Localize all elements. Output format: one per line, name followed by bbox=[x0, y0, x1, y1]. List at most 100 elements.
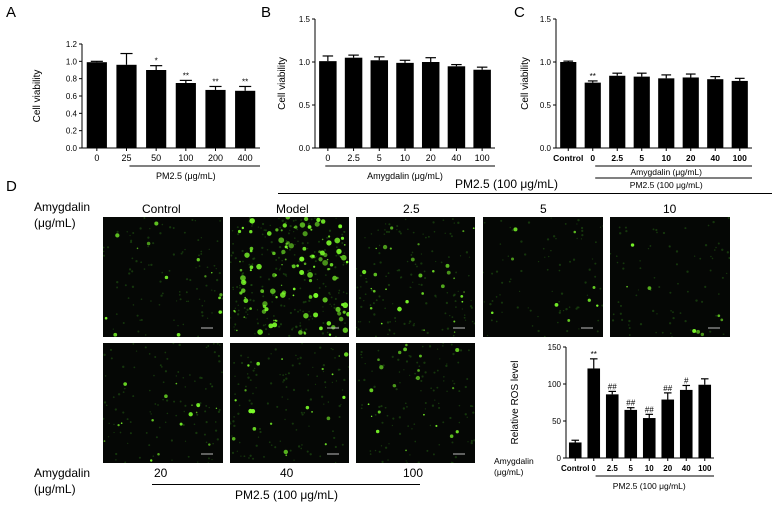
dim-speck bbox=[288, 297, 290, 300]
dim-speck bbox=[213, 289, 216, 292]
dim-speck bbox=[305, 328, 308, 331]
x-axis-label: Amygdalin (μg/mL) bbox=[367, 171, 443, 181]
dim-speck bbox=[546, 238, 550, 241]
fluorescent-speck bbox=[367, 403, 370, 406]
x-tick-label: 10 bbox=[400, 153, 410, 163]
bar bbox=[587, 368, 601, 458]
dim-speck bbox=[337, 326, 340, 328]
fluorescent-speck bbox=[164, 275, 169, 280]
fluorescent-speck bbox=[341, 303, 344, 307]
x-tick-label: 100 bbox=[475, 153, 490, 163]
fluorescent-speck bbox=[432, 270, 435, 273]
dim-speck bbox=[289, 449, 292, 452]
fluorescent-speck bbox=[340, 236, 345, 240]
dim-speck bbox=[347, 366, 349, 368]
dim-speck bbox=[211, 289, 213, 291]
fluorescent-speck bbox=[307, 272, 313, 278]
dim-speck bbox=[373, 385, 376, 389]
dim-speck bbox=[124, 284, 127, 287]
dim-speck bbox=[378, 295, 381, 298]
dim-speck bbox=[399, 277, 402, 279]
fluorescent-speck bbox=[273, 319, 275, 322]
fluorescent-speck bbox=[305, 405, 310, 410]
fluorescent-speck bbox=[313, 293, 319, 299]
x-tick-label: 0 bbox=[94, 153, 99, 163]
dim-speck bbox=[404, 218, 407, 221]
dim-speck bbox=[428, 345, 432, 348]
dim-speck bbox=[684, 227, 687, 230]
dim-speck bbox=[516, 306, 519, 309]
dim-speck bbox=[193, 423, 196, 426]
dim-speck bbox=[655, 331, 657, 334]
fluorescent-speck bbox=[313, 265, 316, 268]
dim-speck bbox=[129, 432, 132, 435]
dim-speck bbox=[233, 416, 235, 418]
dim-speck bbox=[199, 376, 202, 379]
dim-speck bbox=[451, 218, 454, 220]
fluorescent-speck bbox=[268, 323, 274, 329]
dim-speck bbox=[451, 441, 454, 444]
fluorescent-speck bbox=[308, 278, 313, 283]
dim-speck bbox=[543, 335, 546, 337]
dim-speck bbox=[398, 371, 401, 373]
fluorescent-speck bbox=[117, 423, 120, 427]
x-tick-label: 2.5 bbox=[347, 153, 360, 163]
dim-speck bbox=[292, 327, 294, 329]
dim-speck bbox=[548, 255, 550, 258]
y-tick-label: 150 bbox=[548, 343, 562, 352]
dim-speck bbox=[148, 264, 150, 266]
dim-speck bbox=[342, 291, 345, 294]
dim-speck bbox=[453, 293, 456, 296]
dim-speck bbox=[128, 268, 132, 271]
chart-c-cell-viability-combined: 0.0 0.5 1.0 1.5 Cell viability Control ** 0 2.5 5… bbox=[520, 15, 752, 190]
dim-speck bbox=[298, 362, 301, 365]
dim-speck bbox=[341, 389, 344, 391]
dim-speck bbox=[314, 383, 317, 386]
dim-speck bbox=[289, 311, 292, 315]
dim-speck bbox=[293, 308, 296, 311]
fluorescent-speck bbox=[269, 422, 273, 425]
significance-mark: ** bbox=[242, 77, 248, 86]
dim-speck bbox=[205, 404, 208, 407]
dim-speck bbox=[308, 222, 310, 225]
dim-speck bbox=[295, 354, 297, 357]
dim-speck bbox=[122, 411, 125, 414]
dim-speck bbox=[409, 454, 411, 456]
dim-speck bbox=[658, 285, 661, 289]
dim-speck bbox=[230, 317, 232, 319]
fluorescent-speck bbox=[292, 287, 296, 291]
fluorescent-speck bbox=[249, 246, 254, 251]
dim-speck bbox=[164, 370, 168, 373]
dim-speck bbox=[453, 382, 456, 385]
dim-speck bbox=[458, 421, 461, 424]
fluorescent-speck bbox=[324, 443, 327, 446]
dim-speck bbox=[307, 270, 310, 273]
dim-speck bbox=[458, 390, 461, 393]
fluorescent-speck bbox=[338, 224, 343, 229]
dim-speck bbox=[178, 343, 181, 347]
dim-speck bbox=[293, 459, 295, 461]
dim-speck bbox=[378, 450, 381, 453]
micrograph-40 bbox=[230, 343, 349, 463]
dim-speck bbox=[168, 269, 171, 272]
fluorescent-speck bbox=[472, 227, 475, 230]
dim-speck bbox=[274, 446, 277, 449]
dim-speck bbox=[552, 235, 556, 238]
dim-speck bbox=[417, 461, 420, 463]
y-tick-label: 50 bbox=[552, 417, 561, 426]
dim-speck bbox=[295, 219, 297, 221]
y-tick-label: 1.5 bbox=[299, 15, 311, 24]
y-tick-label: 0 bbox=[557, 454, 562, 463]
micro-label-5: 5 bbox=[540, 202, 547, 216]
dim-speck bbox=[185, 278, 189, 281]
dim-speck bbox=[248, 457, 250, 459]
dim-speck bbox=[172, 253, 176, 256]
dim-speck bbox=[231, 251, 235, 254]
x-tick-label: 25 bbox=[121, 153, 131, 163]
dim-speck bbox=[123, 387, 126, 390]
fluorescent-speck bbox=[460, 294, 464, 298]
dim-speck bbox=[329, 303, 331, 305]
dim-speck bbox=[446, 327, 450, 330]
dim-speck bbox=[402, 407, 406, 410]
dim-speck bbox=[166, 357, 169, 360]
